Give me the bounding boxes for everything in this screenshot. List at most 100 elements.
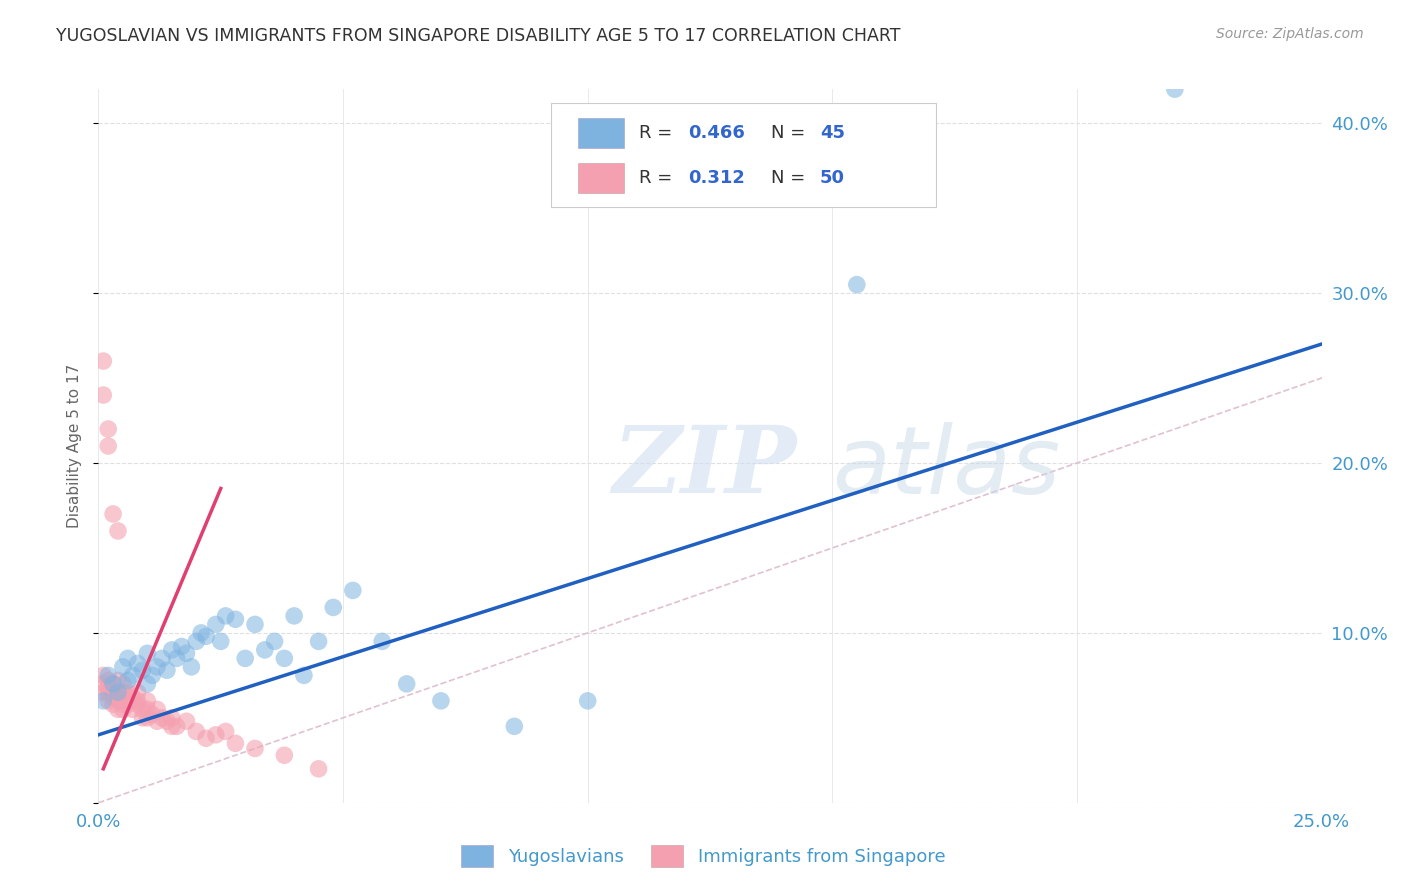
- Point: [107, 702, 129, 716]
- Text: atlas: atlas: [832, 422, 1060, 513]
- Point: [576, 694, 599, 708]
- Point: [180, 660, 202, 674]
- Point: [176, 714, 198, 729]
- Point: [91, 354, 114, 368]
- Point: [117, 685, 139, 699]
- Point: [107, 685, 129, 699]
- FancyBboxPatch shape: [551, 103, 936, 207]
- Text: YUGOSLAVIAN VS IMMIGRANTS FROM SINGAPORE DISABILITY AGE 5 TO 17 CORRELATION CHAR: YUGOSLAVIAN VS IMMIGRANTS FROM SINGAPORE…: [56, 27, 901, 45]
- Point: [150, 711, 173, 725]
- Point: [91, 694, 114, 708]
- Point: [283, 608, 305, 623]
- Point: [166, 651, 188, 665]
- Point: [111, 702, 134, 716]
- Text: R =: R =: [640, 169, 683, 186]
- Point: [273, 651, 295, 665]
- Point: [101, 698, 124, 712]
- Point: [97, 439, 120, 453]
- Point: [131, 711, 153, 725]
- Point: [395, 677, 418, 691]
- Point: [141, 668, 163, 682]
- Point: [127, 657, 149, 671]
- Point: [141, 707, 163, 722]
- Point: [101, 690, 124, 705]
- Point: [186, 634, 208, 648]
- Point: [117, 694, 139, 708]
- Point: [107, 524, 129, 538]
- Point: [91, 668, 114, 682]
- Point: [845, 277, 868, 292]
- Point: [111, 685, 134, 699]
- Point: [127, 685, 149, 699]
- FancyBboxPatch shape: [578, 118, 624, 148]
- Text: N =: N =: [772, 124, 811, 142]
- Text: N =: N =: [772, 169, 811, 186]
- Point: [214, 724, 236, 739]
- Text: R =: R =: [640, 124, 678, 142]
- Point: [131, 702, 153, 716]
- Point: [136, 702, 159, 716]
- Point: [233, 651, 256, 665]
- Point: [292, 668, 315, 682]
- Point: [136, 711, 159, 725]
- Point: [107, 673, 129, 688]
- Point: [97, 673, 120, 688]
- Text: 50: 50: [820, 169, 845, 186]
- Point: [91, 677, 114, 691]
- Point: [224, 736, 246, 750]
- Point: [117, 698, 139, 712]
- Point: [136, 694, 159, 708]
- Text: 45: 45: [820, 124, 845, 142]
- Point: [127, 698, 149, 712]
- Point: [160, 643, 183, 657]
- Point: [107, 694, 129, 708]
- Point: [131, 663, 153, 677]
- Point: [253, 643, 276, 657]
- Point: [176, 646, 198, 660]
- Point: [101, 677, 124, 691]
- Point: [243, 617, 266, 632]
- Point: [160, 711, 183, 725]
- Point: [111, 694, 134, 708]
- Point: [186, 724, 208, 739]
- Point: [195, 629, 218, 643]
- Point: [97, 694, 120, 708]
- Point: [91, 685, 114, 699]
- Point: [117, 673, 139, 688]
- Point: [308, 634, 330, 648]
- Y-axis label: Disability Age 5 to 17: Disability Age 5 to 17: [67, 364, 83, 528]
- Point: [243, 741, 266, 756]
- Point: [1164, 82, 1187, 96]
- Text: Source: ZipAtlas.com: Source: ZipAtlas.com: [1216, 27, 1364, 41]
- Point: [111, 677, 134, 691]
- Legend: Yugoslavians, Immigrants from Singapore: Yugoslavians, Immigrants from Singapore: [454, 838, 952, 874]
- Point: [150, 651, 173, 665]
- Point: [430, 694, 453, 708]
- Point: [121, 690, 143, 705]
- Point: [190, 626, 212, 640]
- Point: [127, 694, 149, 708]
- Point: [195, 731, 218, 746]
- Point: [97, 422, 120, 436]
- Point: [224, 612, 246, 626]
- Text: 0.466: 0.466: [688, 124, 745, 142]
- Point: [111, 698, 134, 712]
- Point: [101, 507, 124, 521]
- Text: ZIP: ZIP: [612, 423, 796, 512]
- Point: [273, 748, 295, 763]
- Point: [107, 685, 129, 699]
- Point: [101, 677, 124, 691]
- Point: [146, 702, 169, 716]
- Point: [97, 668, 120, 682]
- Point: [503, 719, 526, 733]
- Point: [205, 728, 228, 742]
- Point: [111, 660, 134, 674]
- Point: [166, 719, 188, 733]
- Point: [170, 640, 193, 654]
- Point: [117, 651, 139, 665]
- Point: [121, 702, 143, 716]
- Point: [97, 680, 120, 694]
- Point: [214, 608, 236, 623]
- Point: [156, 663, 179, 677]
- Point: [263, 634, 285, 648]
